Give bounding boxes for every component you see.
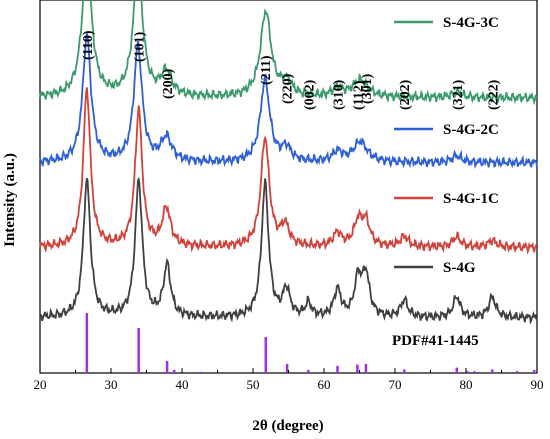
xrd-traces — [39, 0, 538, 325]
x-tick-label: 30 — [105, 377, 118, 392]
peak-label: (310) — [332, 79, 347, 110]
x-tick-label: 50 — [247, 377, 260, 392]
peak-label: (110) — [81, 30, 96, 60]
peak-label: (112) — [351, 80, 366, 110]
peak-label: (002) — [302, 79, 317, 110]
trace-S-4G-1C — [39, 87, 538, 255]
y-axis-title: Intensity (a.u.) — [2, 153, 18, 247]
x-tick-label: 40 — [176, 377, 189, 392]
reference-label: PDF#41-1445 — [392, 333, 479, 349]
x-tick-label: 60 — [318, 377, 331, 392]
legend-label-S-4G-2C: S-4G-2C — [443, 122, 499, 138]
plot-frame — [39, 0, 538, 374]
x-axis: 20 30 40 50 60 70 80 90 — [34, 368, 544, 392]
reference-pattern: PDF#41-1445 — [85, 313, 536, 373]
legend: S-4G S-4G-1C S-4G-2C S-4G-3C — [394, 15, 499, 276]
legend-label-S-4G-3C: S-4G-3C — [443, 15, 499, 31]
peak-annotations: (110) (101) (200) (211) (220) (002) (310) (112)… — [81, 30, 501, 110]
x-tick-label: 70 — [389, 377, 402, 392]
x-axis-title: 2θ (degree) — [252, 418, 323, 434]
legend-label-S-4G: S-4G — [443, 260, 476, 276]
trace-S-4G-2C — [39, 31, 538, 170]
peak-label: (202) — [398, 79, 413, 110]
peak-label: (301) — [360, 73, 375, 104]
x-tick-label: 80 — [460, 377, 473, 392]
peak-label: (101) — [133, 31, 148, 62]
x-tick-label: 90 — [531, 377, 544, 392]
peak-label: (220) — [280, 73, 295, 104]
legend-label-S-4G-1C: S-4G-1C — [443, 191, 499, 207]
peak-label: (211) — [259, 55, 274, 85]
x-tick-label: 20 — [34, 377, 47, 392]
trace-S-4G — [39, 176, 538, 325]
peak-label: (321) — [451, 79, 466, 110]
peak-label: (222) — [486, 79, 501, 110]
trace-S-4G-3C — [39, 0, 538, 106]
peak-label: (200) — [161, 68, 176, 99]
